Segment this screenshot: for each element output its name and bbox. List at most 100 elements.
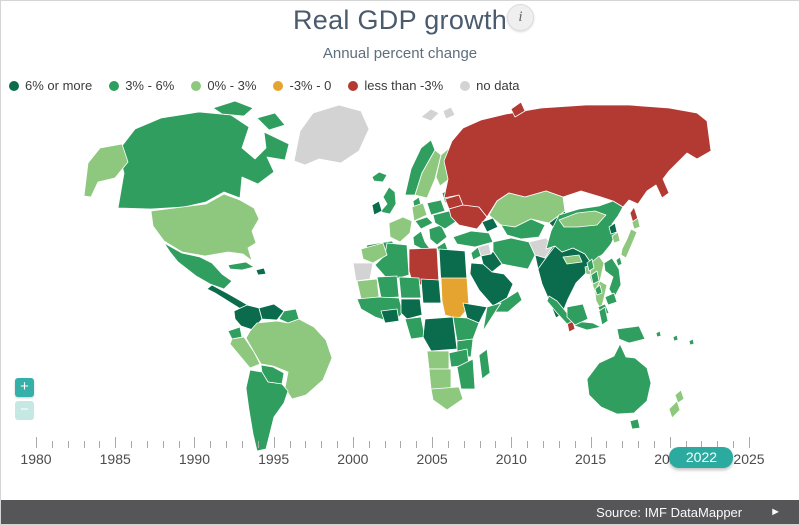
region-russia[interactable] (443, 104, 712, 218)
region-canada-arctic[interactable] (256, 112, 286, 131)
timeline-tick-2006[interactable] (447, 441, 449, 448)
region-central-europe[interactable] (414, 216, 434, 230)
timeline-year-label-2005[interactable]: 2005 (416, 451, 448, 467)
region-uk[interactable] (379, 186, 397, 215)
timeline-tick-2018[interactable] (638, 441, 640, 448)
info-icon[interactable]: i (507, 4, 534, 31)
region-hispaniola[interactable] (255, 267, 267, 276)
timeline-tick-2025[interactable] (749, 437, 750, 448)
region-nepal[interactable] (562, 254, 583, 265)
timeline-tick-1984[interactable] (99, 441, 101, 448)
timeline-tick-1990[interactable] (194, 437, 196, 448)
timeline-year-label-2025[interactable]: 2025 (733, 451, 765, 467)
timeline-tick-1982[interactable] (67, 441, 69, 448)
region-argentina-chile[interactable] (245, 369, 289, 452)
region-new-zealand[interactable] (674, 389, 685, 404)
region-namibia-botswana[interactable] (428, 368, 452, 390)
timeline-tick-2005[interactable] (432, 437, 434, 448)
region-japan-hokkaido[interactable] (631, 217, 641, 230)
timeline-tick-1997[interactable] (305, 441, 307, 448)
region-western-sahara[interactable] (352, 262, 374, 282)
region-japan[interactable] (620, 228, 638, 259)
region-caucasus[interactable] (481, 217, 499, 233)
timeline-tick-2011[interactable] (527, 441, 529, 448)
timeline-tick-1983[interactable] (83, 441, 85, 448)
region-germany[interactable] (411, 202, 428, 222)
region-france[interactable] (388, 216, 413, 243)
region-south-korea[interactable] (611, 231, 621, 244)
timeline-year-label-2015[interactable]: 2015 (574, 451, 607, 467)
timeline-slider[interactable]: 2022 1980 1985 1990 1995 2000 2005 2010 2015 202… (1, 434, 799, 480)
timeline-year-label-1995[interactable]: 1995 (258, 451, 290, 467)
region-pacific-islands[interactable] (655, 330, 662, 338)
timeline-tick-1981[interactable] (51, 441, 53, 448)
region-north-korea[interactable] (608, 222, 618, 235)
timeline-tick-1992[interactable] (226, 441, 228, 448)
region-philippines[interactable] (586, 258, 595, 272)
region-morocco[interactable] (360, 242, 388, 264)
legend-item-0-3[interactable]: 0% - 3% (191, 78, 256, 93)
timeline-tick-2008[interactable] (479, 441, 481, 448)
region-new-zealand[interactable] (668, 400, 681, 419)
timeline-tick-2004[interactable] (416, 441, 418, 448)
region-saudi-arabia[interactable] (469, 262, 514, 307)
region-svalbard[interactable] (442, 106, 456, 120)
zoom-out-button[interactable]: − (15, 401, 34, 420)
region-greenland[interactable] (293, 104, 370, 166)
region-madagascar[interactable] (478, 348, 491, 380)
play-icon[interactable]: ► (770, 506, 781, 518)
region-cameroon-gabon[interactable] (404, 316, 426, 340)
timeline-tick-1995[interactable] (273, 437, 275, 448)
region-nigeria[interactable] (400, 298, 423, 320)
region-somalia[interactable] (482, 302, 502, 332)
timeline-tick-2009[interactable] (495, 441, 497, 448)
timeline-tick-1989[interactable] (178, 441, 180, 448)
timeline-tick-2000[interactable] (352, 437, 354, 448)
timeline-tick-2022[interactable] (701, 441, 703, 448)
timeline-tick-2012[interactable] (543, 441, 545, 448)
timeline-tick-2007[interactable] (463, 441, 465, 448)
timeline-tick-2020[interactable] (669, 437, 671, 448)
timeline-tick-2013[interactable] (558, 441, 560, 448)
region-taiwan[interactable] (615, 256, 623, 267)
timeline-tick-1994[interactable] (257, 441, 259, 448)
timeline-tick-1993[interactable] (241, 441, 243, 448)
region-south-africa[interactable] (430, 386, 464, 411)
region-pacific-islands[interactable] (672, 334, 679, 342)
legend-item-neg3-0[interactable]: -3% - 0 (273, 78, 331, 93)
timeline-tick-1999[interactable] (337, 441, 339, 448)
timeline-tick-1985[interactable] (115, 437, 117, 448)
region-poland[interactable] (426, 199, 446, 216)
timeline-tick-2017[interactable] (622, 441, 624, 448)
timeline-tick-2023[interactable] (717, 441, 719, 448)
zoom-in-button[interactable]: + (15, 378, 34, 397)
timeline-tick-2024[interactable] (733, 441, 735, 448)
region-drc[interactable] (422, 316, 458, 352)
timeline-tick-2015[interactable] (590, 437, 592, 448)
region-ireland[interactable] (371, 200, 383, 216)
timeline-tick-2003[interactable] (400, 441, 402, 448)
region-chad[interactable] (420, 278, 442, 304)
region-australia[interactable] (586, 343, 652, 415)
region-uzbekistan-turkmenistan[interactable] (500, 218, 546, 240)
legend-item-6-or-more[interactable]: 6% or more (9, 78, 92, 93)
region-cuba[interactable] (227, 261, 255, 271)
region-philippines[interactable] (594, 284, 603, 296)
timeline-tick-2010[interactable] (511, 437, 513, 448)
region-sulawesi[interactable] (598, 306, 609, 326)
timeline-tick-1986[interactable] (131, 441, 133, 448)
timeline-year-label-1990[interactable]: 1990 (178, 451, 211, 467)
timeline-year-label-1985[interactable]: 1985 (99, 451, 131, 467)
region-mexico[interactable] (163, 242, 233, 290)
region-mauritania[interactable] (356, 278, 380, 300)
region-indonesia-sumatra[interactable] (546, 295, 574, 325)
timeline-tick-1988[interactable] (162, 441, 164, 448)
region-east-africa[interactable] (452, 316, 480, 342)
timeline-tick-1991[interactable] (210, 441, 212, 448)
timeline-tick-1998[interactable] (321, 441, 323, 448)
timeline-year-label-2000[interactable]: 2000 (337, 451, 369, 467)
region-pacific-islands[interactable] (688, 338, 695, 346)
timeline-tick-2019[interactable] (653, 441, 655, 448)
legend-item-3-6[interactable]: 3% - 6% (109, 78, 174, 93)
selected-year-badge[interactable]: 2022 (669, 447, 734, 468)
